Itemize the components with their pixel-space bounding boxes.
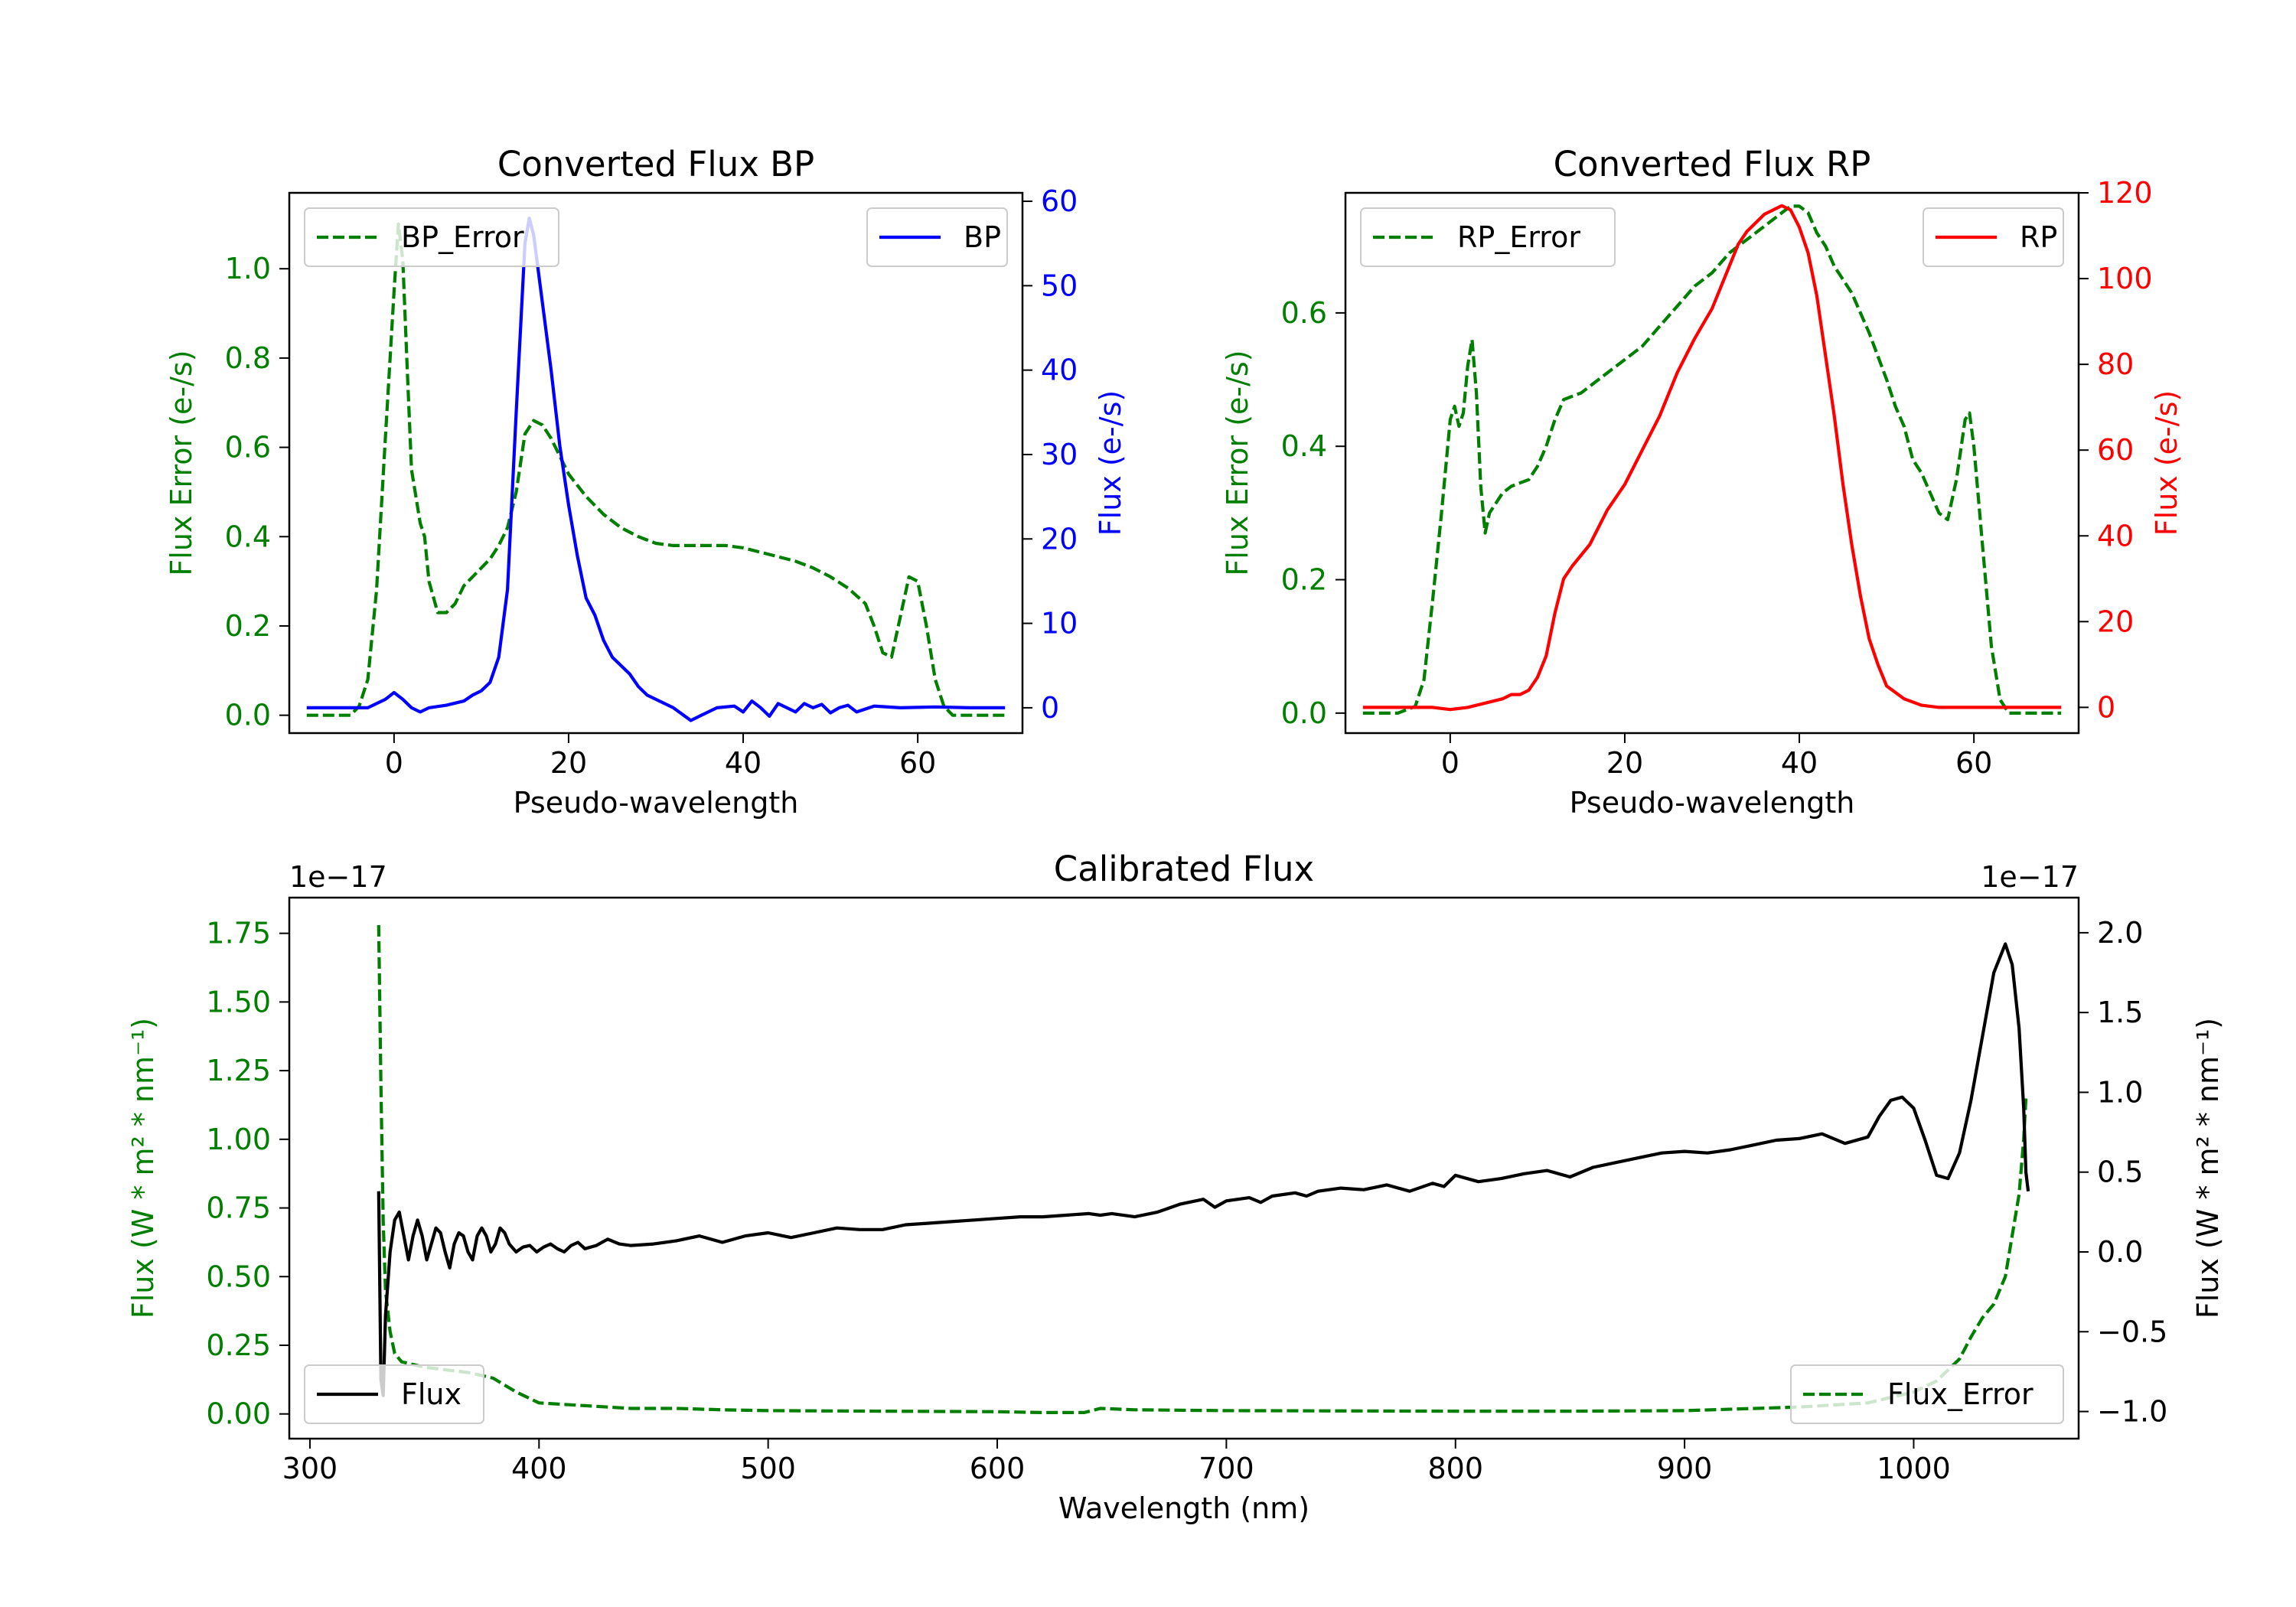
right-tick-label: 60 xyxy=(1041,184,1078,218)
right-tick-label: −0.5 xyxy=(2097,1315,2167,1348)
right-tick-label: 60 xyxy=(2097,433,2134,467)
x-tick-label: 800 xyxy=(1427,1452,1483,1485)
left-tick-label: 0.6 xyxy=(1281,296,1327,330)
x-axis-label: Pseudo-wavelength xyxy=(1570,786,1855,820)
series-line-rp-error xyxy=(1362,204,2062,715)
left-axis-offset: 1e−17 xyxy=(289,860,387,894)
left-tick-label: 0.2 xyxy=(225,609,271,643)
left-tick-label: 0.8 xyxy=(225,341,271,375)
legend-box xyxy=(304,1364,484,1424)
right-tick-label: 2.0 xyxy=(2097,916,2143,950)
left-tick-label: 1.25 xyxy=(206,1054,271,1087)
x-tick-label: 1000 xyxy=(1877,1452,1951,1485)
chart-title: Calibrated Flux xyxy=(1054,849,1314,889)
left-tick-label: 0.4 xyxy=(225,520,271,553)
legend-label: RP xyxy=(2020,220,2057,254)
legend-flux-error: Flux_Error xyxy=(1790,1364,2064,1424)
x-tick-label: 60 xyxy=(899,746,936,780)
right-tick-label: 10 xyxy=(1041,607,1078,641)
right-axis-label: Flux (W * m² * nm⁻¹) xyxy=(2191,1018,2225,1319)
left-tick-label: 0.75 xyxy=(206,1191,271,1225)
right-axis-label: Flux (e-/s) xyxy=(2150,390,2183,536)
legend-label: BP xyxy=(964,220,1001,254)
x-tick-label: 20 xyxy=(550,746,587,780)
legend-bp: BP xyxy=(866,207,1008,267)
chart-title: Converted Flux RP xyxy=(1554,144,1871,184)
left-tick-label: 1.00 xyxy=(206,1123,271,1156)
x-tick-label: 600 xyxy=(970,1452,1026,1485)
x-axis-label: Wavelength (nm) xyxy=(1058,1491,1309,1525)
right-tick-label: 80 xyxy=(2097,347,2134,381)
right-tick-label: 40 xyxy=(1041,354,1078,387)
series-line-flux-error xyxy=(377,924,2028,1414)
right-tick-label: 50 xyxy=(1041,269,1078,302)
chart-converted-flux-bp: Converted Flux BP 0 20 40 60 Pseudo-wavelengt… xyxy=(165,144,1127,820)
x-tick-label: 40 xyxy=(725,746,762,780)
legend-bp-error: BP_Error xyxy=(304,207,559,267)
legend-box xyxy=(304,207,559,267)
left-tick-label: 1.50 xyxy=(206,985,271,1019)
right-tick-label: 20 xyxy=(2097,605,2134,638)
right-tick-label: 1.5 xyxy=(2097,996,2143,1029)
series-line-bp xyxy=(306,217,1006,722)
chart-title: Converted Flux BP xyxy=(497,144,814,184)
axes-frame xyxy=(288,191,1024,735)
legend-label: RP_Error xyxy=(1457,220,1580,254)
legend-flux: Flux xyxy=(304,1364,484,1424)
right-axis-label: Flux (e-/s) xyxy=(1094,390,1127,536)
right-tick-label: 100 xyxy=(2097,262,2153,295)
x-tick-label: 700 xyxy=(1199,1452,1254,1485)
left-axis-label: Flux Error (e-/s) xyxy=(165,350,198,575)
right-tick-label: 0.0 xyxy=(2097,1235,2143,1269)
legend-label: BP_Error xyxy=(401,220,524,254)
x-tick-label: 300 xyxy=(282,1452,338,1485)
x-tick-label: 0 xyxy=(1441,746,1459,780)
left-tick-label: 0.25 xyxy=(206,1328,271,1362)
left-tick-label: 1.75 xyxy=(206,917,271,950)
left-tick-label: 1.0 xyxy=(225,252,271,285)
series-line-flux xyxy=(377,942,2030,1397)
right-tick-label: 0 xyxy=(2097,690,2115,724)
axes-frame xyxy=(288,896,2080,1440)
left-tick-label: 0.0 xyxy=(1281,696,1327,730)
x-tick-label: 60 xyxy=(1955,746,1992,780)
left-tick-label: 0.00 xyxy=(206,1397,271,1431)
left-axis-label: Flux Error (e-/s) xyxy=(1221,350,1254,575)
x-tick-label: 20 xyxy=(1606,746,1643,780)
right-tick-label: 40 xyxy=(2097,519,2134,553)
x-tick-label: 400 xyxy=(511,1452,567,1485)
series-line-bp-error xyxy=(306,222,1006,717)
chart-converted-flux-rp: Converted Flux RP 0 20 40 60 Pseudo-wavelengt… xyxy=(1221,144,2183,820)
right-tick-label: −1.0 xyxy=(2097,1395,2167,1429)
legend-rp-error: RP_Error xyxy=(1360,207,1616,267)
left-tick-label: 0.2 xyxy=(1281,563,1327,597)
legend-box xyxy=(1360,207,1616,267)
right-tick-label: 30 xyxy=(1041,438,1078,471)
right-tick-label: 0.5 xyxy=(2097,1156,2143,1189)
right-tick-label: 20 xyxy=(1041,522,1078,556)
x-axis-label: Pseudo-wavelength xyxy=(514,786,799,820)
legend-box xyxy=(1790,1364,2064,1424)
x-tick-label: 500 xyxy=(740,1452,796,1485)
right-axis-offset: 1e−17 xyxy=(1981,860,2079,894)
legend-label: Flux_Error xyxy=(1887,1377,2033,1411)
right-tick-label: 0 xyxy=(1041,691,1059,725)
x-tick-label: 900 xyxy=(1657,1452,1713,1485)
legend-rp: RP xyxy=(1923,207,2064,267)
axes-frame xyxy=(1344,191,2080,735)
series-line-rp xyxy=(1362,204,2062,712)
left-axis-label: Flux (W * m² * nm⁻¹) xyxy=(126,1018,160,1319)
left-tick-label: 0.6 xyxy=(225,431,271,464)
chart-calibrated-flux: Calibrated Flux 300 400 500 600 700 800 900 1000… xyxy=(126,849,2225,1525)
right-tick-label: 1.0 xyxy=(2097,1075,2143,1109)
left-tick-label: 0.4 xyxy=(1281,429,1327,463)
legend-label: Flux xyxy=(401,1377,461,1411)
left-tick-label: 0.50 xyxy=(206,1260,271,1293)
left-tick-label: 0.0 xyxy=(225,699,271,732)
right-tick-label: 120 xyxy=(2097,176,2153,210)
x-tick-label: 0 xyxy=(385,746,403,780)
x-tick-label: 40 xyxy=(1781,746,1818,780)
